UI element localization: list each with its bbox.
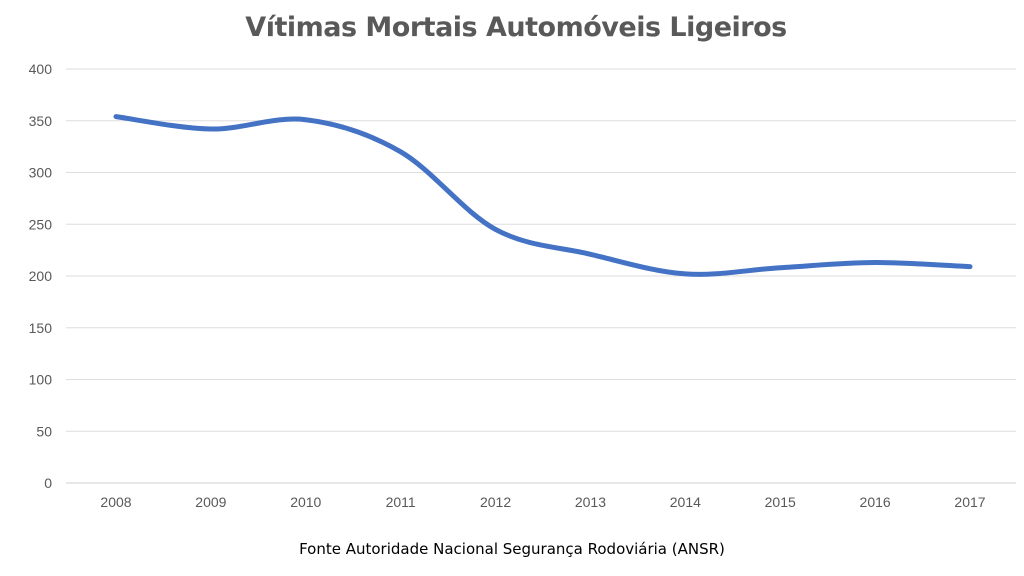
y-tick-label: 250 (29, 216, 53, 232)
series-line (113, 114, 973, 277)
x-tick-label: 2012 (480, 494, 511, 510)
x-tick-label: 2011 (386, 494, 416, 510)
chart-title: Vítimas Mortais Automóveis Ligeiros (245, 12, 787, 43)
series-layer (113, 114, 973, 277)
y-tick-label: 50 (36, 423, 52, 439)
y-axis-ticks: 0 50 100 150 200 250 300 350 400 (29, 61, 53, 491)
gridlines (66, 68, 1016, 484)
x-tick-label: 2008 (100, 494, 131, 510)
x-tick-label: 2016 (860, 494, 891, 510)
y-tick-label: 200 (29, 268, 53, 284)
y-tick-label: 300 (29, 165, 53, 181)
y-tick-label: 0 (44, 475, 52, 491)
x-axis-ticks: 2008 2009 2010 2011 2012 2013 2014 2015 2016 2017 (100, 494, 985, 510)
y-tick-label: 400 (29, 61, 53, 77)
y-tick-label: 150 (29, 320, 53, 336)
x-tick-label: 2013 (575, 494, 606, 510)
x-tick-label: 2014 (670, 494, 701, 510)
x-tick-label: 2010 (290, 494, 321, 510)
y-tick-label: 100 (29, 372, 53, 388)
x-tick-label: 2017 (954, 494, 985, 510)
x-tick-label: 2015 (765, 494, 796, 510)
source-note: Fonte Autoridade Nacional Segurança Rodo… (299, 540, 725, 558)
y-tick-label: 350 (29, 113, 53, 129)
x-tick-label: 2009 (195, 494, 226, 510)
